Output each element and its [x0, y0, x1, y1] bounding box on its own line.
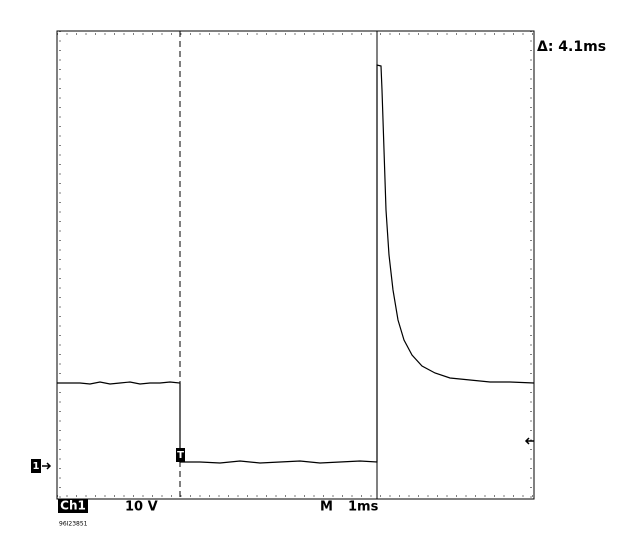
- ground-arrow: [42, 462, 52, 470]
- waveform: [57, 64, 535, 464]
- mode-label: M: [320, 500, 333, 515]
- graticule-frame: [56, 30, 535, 500]
- ground-marker-box: [31, 459, 41, 473]
- timebase: 1ms: [348, 500, 379, 515]
- volts-per-div: 10 V: [125, 500, 158, 515]
- trigger-marker-box: [176, 448, 185, 462]
- channel-label: Ch1: [60, 499, 86, 513]
- trigger-level-arrow: [524, 437, 534, 445]
- image-id: 96I23851: [59, 521, 88, 528]
- ground-marker-label: 1: [33, 461, 40, 472]
- graticule-ticks: [57, 31, 534, 499]
- delta-readout: Δ: 4.1ms: [537, 39, 606, 55]
- trigger-marker-label: T: [177, 450, 184, 461]
- channel-box: [58, 499, 88, 513]
